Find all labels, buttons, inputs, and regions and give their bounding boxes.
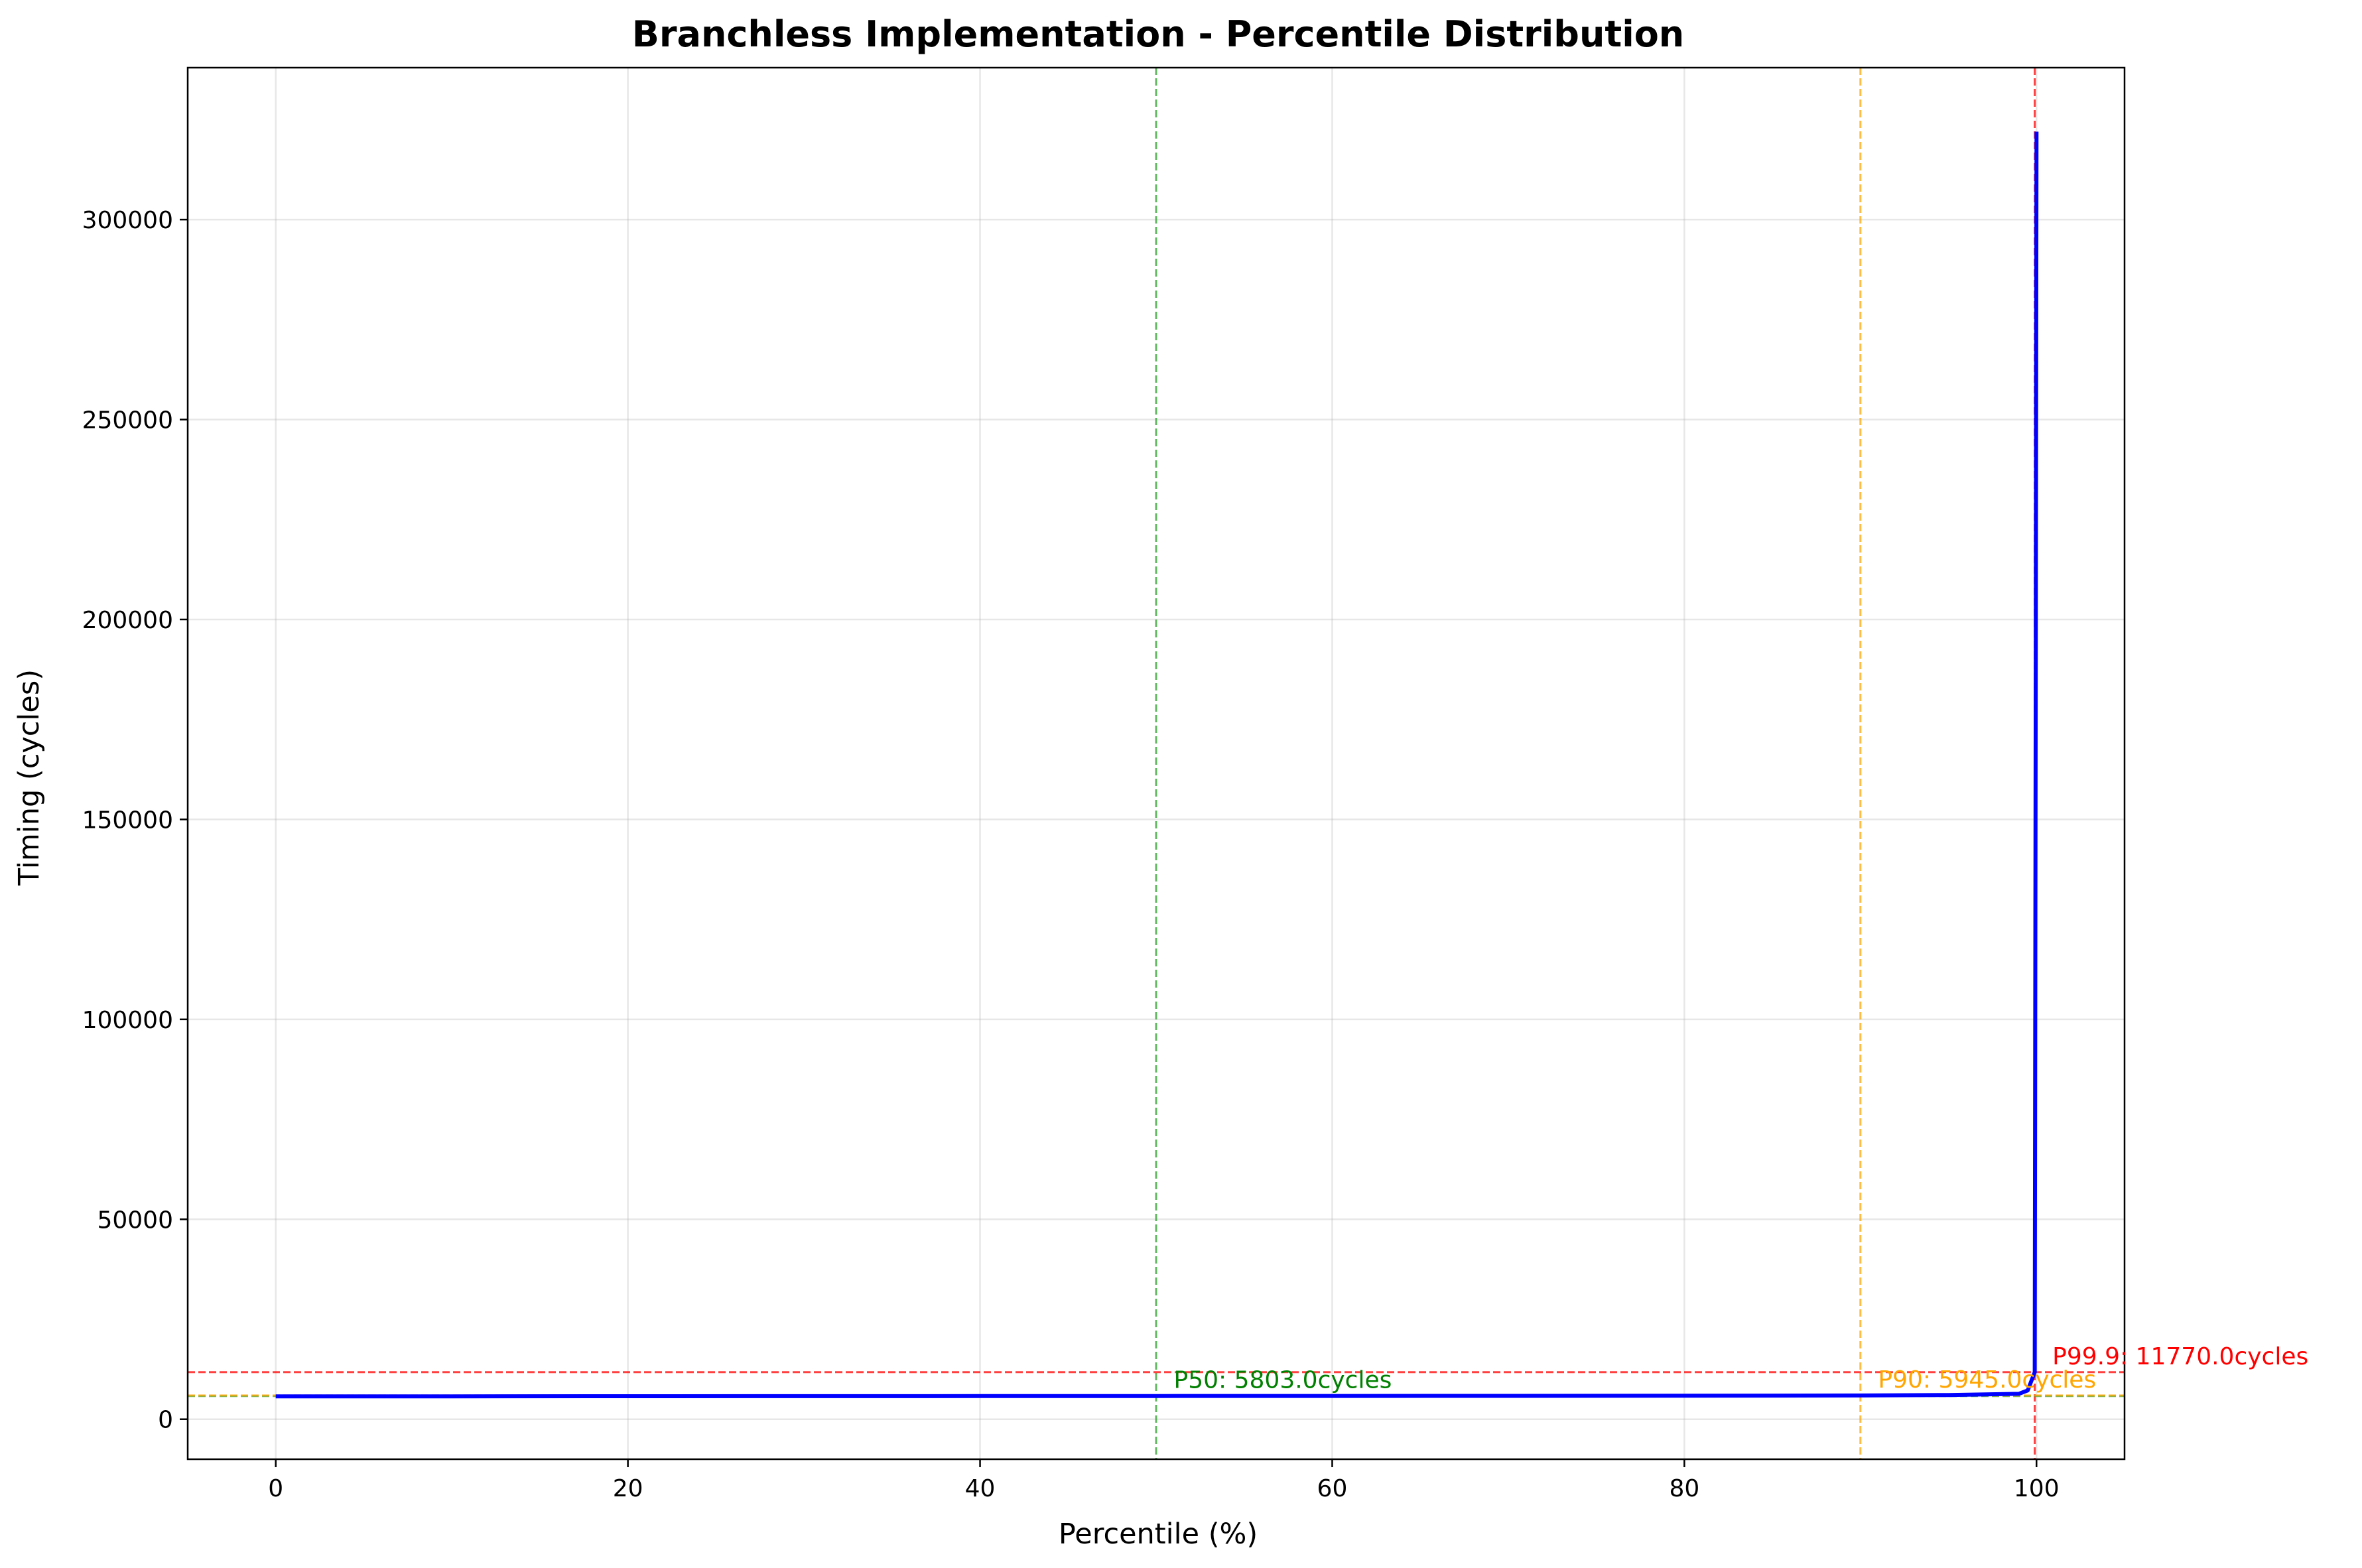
percentile-annotation: P99.9: 11770.0cycles xyxy=(2052,1343,2308,1370)
y-tick-label: 50000 xyxy=(97,1207,173,1234)
chart-title: Branchless Implementation - Percentile D… xyxy=(632,13,1685,55)
tick-layer: 0 20 40 60 80 100 0 50000 100000 150000 200000 2500… xyxy=(82,207,2060,1502)
plot-frame xyxy=(186,66,2126,1461)
series-line xyxy=(275,131,2039,1399)
x-tick-label: 0 xyxy=(268,1475,283,1502)
x-tick-label: 20 xyxy=(613,1475,643,1502)
x-axis-label: Percentile (%) xyxy=(1059,1518,1258,1551)
x-tick-label: 100 xyxy=(2014,1475,2060,1502)
percentile-annotation: P50: 5803.0cycles xyxy=(1174,1367,1392,1394)
y-tick-label: 150000 xyxy=(82,807,173,834)
annotation-layer: P50: 5803.0cycles P90: 5945.0cyclesP99.9:… xyxy=(1174,1343,2309,1394)
x-tick-label: 60 xyxy=(1317,1475,1348,1502)
y-axis-label: Timing (cycles) xyxy=(13,669,46,886)
y-tick-label: 300000 xyxy=(82,207,173,234)
series-layer xyxy=(275,131,2039,1399)
x-tick-label: 80 xyxy=(1669,1475,1699,1502)
y-tick-label: 250000 xyxy=(82,407,173,434)
y-tick-label: 100000 xyxy=(82,1007,173,1034)
x-tick-label: 40 xyxy=(965,1475,996,1502)
y-tick-label: 0 xyxy=(158,1407,173,1434)
y-tick-label: 200000 xyxy=(82,607,173,634)
percentile-annotation: P90: 5945.0cycles xyxy=(1878,1366,2096,1394)
